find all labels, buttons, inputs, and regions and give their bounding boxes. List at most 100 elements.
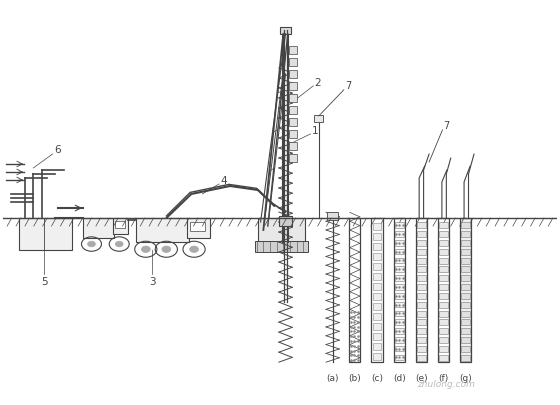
Bar bbox=[395, 328, 404, 334]
Bar bbox=[289, 155, 297, 162]
Bar bbox=[417, 223, 426, 229]
Text: 1: 1 bbox=[312, 126, 319, 136]
Bar bbox=[395, 258, 404, 264]
Bar bbox=[417, 284, 426, 290]
Bar bbox=[461, 275, 470, 281]
Bar bbox=[461, 328, 470, 334]
Bar bbox=[395, 346, 404, 352]
Bar bbox=[439, 232, 448, 238]
Bar bbox=[439, 311, 448, 317]
Circle shape bbox=[162, 246, 171, 253]
Bar bbox=[417, 232, 426, 238]
Bar bbox=[439, 241, 448, 246]
Bar bbox=[461, 302, 470, 308]
Text: 7: 7 bbox=[346, 81, 352, 91]
Bar bbox=[372, 233, 381, 241]
Bar bbox=[395, 337, 404, 343]
Bar bbox=[461, 241, 470, 246]
Text: (a): (a) bbox=[326, 373, 339, 382]
Bar bbox=[372, 243, 381, 250]
Bar bbox=[439, 328, 448, 334]
Bar bbox=[314, 115, 323, 123]
Bar bbox=[395, 320, 404, 325]
Bar bbox=[417, 293, 426, 299]
Bar bbox=[372, 263, 381, 271]
Bar bbox=[349, 218, 361, 362]
Bar bbox=[289, 71, 297, 79]
Bar bbox=[417, 355, 426, 361]
Bar bbox=[461, 232, 470, 238]
Text: 5: 5 bbox=[41, 276, 48, 286]
Bar bbox=[439, 267, 448, 273]
Bar bbox=[461, 320, 470, 326]
Bar bbox=[372, 283, 381, 290]
Text: zhulong.com: zhulong.com bbox=[417, 379, 475, 388]
Bar bbox=[461, 337, 470, 343]
Bar bbox=[417, 258, 426, 264]
Bar bbox=[417, 346, 426, 352]
Bar bbox=[416, 218, 427, 362]
Bar bbox=[417, 311, 426, 317]
Bar bbox=[439, 337, 448, 343]
Bar bbox=[461, 293, 470, 299]
Bar bbox=[395, 355, 404, 360]
Bar bbox=[372, 253, 381, 260]
Bar bbox=[289, 143, 297, 151]
Text: 7: 7 bbox=[444, 121, 450, 130]
Bar bbox=[289, 130, 297, 139]
Bar bbox=[439, 275, 448, 281]
Bar bbox=[417, 241, 426, 246]
Bar bbox=[461, 311, 470, 317]
Bar bbox=[395, 302, 404, 307]
Bar bbox=[460, 218, 472, 362]
Bar bbox=[395, 293, 404, 299]
Text: (g): (g) bbox=[459, 373, 472, 382]
Bar bbox=[395, 284, 404, 290]
Bar bbox=[439, 258, 448, 264]
Bar bbox=[417, 320, 426, 326]
Bar bbox=[461, 346, 470, 352]
Bar bbox=[289, 83, 297, 91]
Bar bbox=[190, 222, 205, 231]
Bar bbox=[327, 213, 338, 220]
Bar bbox=[372, 353, 381, 360]
Circle shape bbox=[115, 242, 123, 247]
Text: (c): (c) bbox=[371, 373, 383, 382]
Bar bbox=[289, 107, 297, 115]
Bar bbox=[372, 333, 381, 340]
Bar bbox=[280, 28, 291, 35]
Bar bbox=[372, 293, 381, 301]
Bar bbox=[439, 355, 448, 361]
Bar bbox=[461, 249, 470, 255]
Bar bbox=[439, 284, 448, 290]
Bar bbox=[258, 218, 305, 243]
Bar bbox=[417, 302, 426, 308]
Bar bbox=[461, 284, 470, 290]
Bar bbox=[136, 218, 189, 243]
Bar bbox=[371, 218, 382, 362]
Bar bbox=[395, 232, 404, 237]
Bar bbox=[372, 223, 381, 230]
Text: (f): (f) bbox=[438, 373, 449, 382]
Bar bbox=[188, 218, 209, 239]
Bar bbox=[289, 95, 297, 102]
Bar bbox=[395, 311, 404, 316]
Circle shape bbox=[141, 246, 150, 253]
Bar bbox=[417, 337, 426, 343]
Bar bbox=[439, 302, 448, 308]
Text: 3: 3 bbox=[149, 276, 156, 286]
Bar bbox=[461, 267, 470, 273]
Text: (e): (e) bbox=[415, 373, 428, 382]
Circle shape bbox=[87, 242, 95, 247]
Bar bbox=[395, 267, 404, 273]
Bar bbox=[438, 218, 449, 362]
Bar bbox=[289, 47, 297, 55]
Bar bbox=[439, 293, 448, 299]
Bar bbox=[461, 258, 470, 264]
Bar bbox=[115, 221, 125, 228]
Circle shape bbox=[190, 246, 198, 253]
Bar bbox=[439, 346, 448, 352]
Bar bbox=[417, 267, 426, 273]
Text: (d): (d) bbox=[393, 373, 405, 382]
Bar bbox=[439, 320, 448, 326]
